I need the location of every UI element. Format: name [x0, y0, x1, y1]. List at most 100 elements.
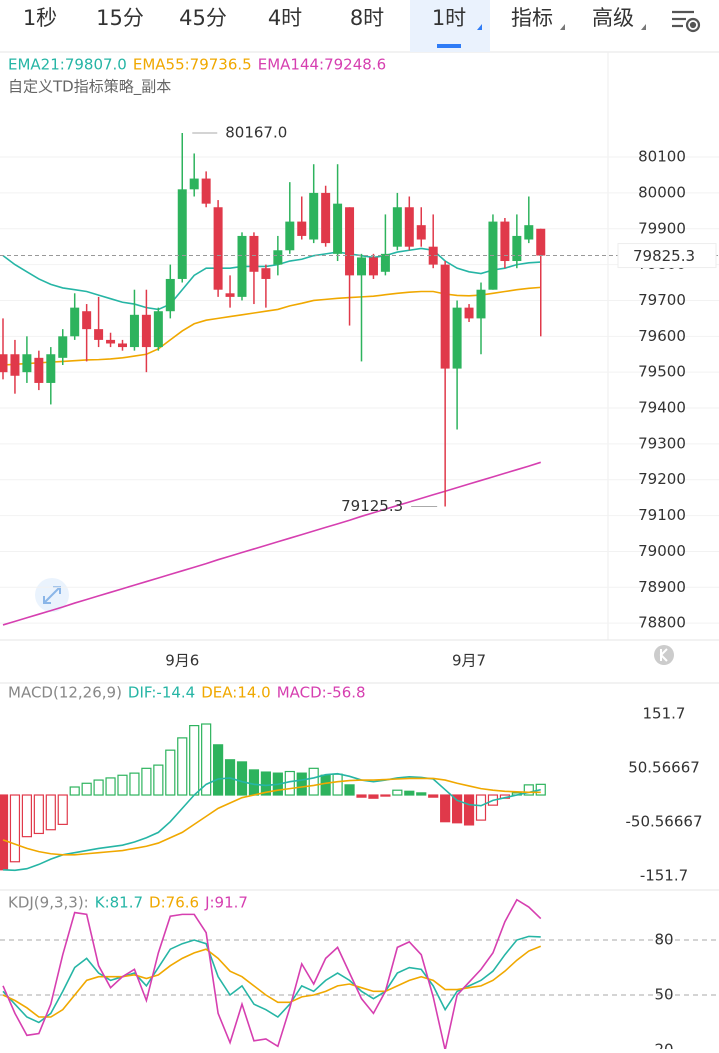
candle-body [129, 314, 139, 348]
candle-body [476, 289, 486, 319]
candle-body [165, 278, 175, 312]
indicator-line [2, 461, 541, 626]
candle-body [404, 207, 414, 247]
macd-bar [463, 794, 475, 826]
indicator-line [2, 772, 541, 872]
y-tick-label: 79300 [638, 434, 686, 452]
tab[interactable]: 高级 [592, 6, 634, 30]
macd-bar [165, 749, 176, 796]
macd-bar [33, 794, 44, 835]
candle-body [201, 178, 211, 204]
tab[interactable]: 1秒 [23, 6, 57, 30]
macd-bar [141, 767, 152, 796]
macd-bar [177, 737, 188, 796]
macd-bar [296, 772, 307, 796]
macd-bar [57, 794, 68, 825]
candle-body [58, 336, 68, 358]
candle-body [392, 207, 402, 247]
tab[interactable]: 指标 [511, 6, 553, 30]
y-tick-label: 79500 [638, 363, 686, 381]
candle-body [321, 192, 331, 244]
candle-body [333, 203, 343, 254]
indicator-label: DIF:-14.4 [128, 684, 195, 702]
candle-body [368, 257, 378, 276]
candle-body [22, 354, 32, 373]
candle-body [118, 343, 127, 348]
y-tick-label: 78800 [638, 614, 686, 632]
macd-bar [416, 792, 427, 796]
candle-body [225, 293, 235, 297]
plot [2, 898, 542, 1050]
k-icon[interactable] [654, 645, 674, 665]
candle-body [94, 329, 104, 340]
tab[interactable]: 15分 [96, 6, 144, 30]
candle-body [153, 311, 163, 348]
macd-bar [129, 772, 140, 796]
macd-bar [404, 790, 415, 796]
macd-bar [440, 794, 451, 823]
dropdown-caret [477, 24, 482, 30]
active-tab-bg [410, 0, 490, 52]
x-tick-label: 9月6 [165, 652, 199, 670]
indicator-label: MACD:-56.8 [277, 684, 366, 702]
tab[interactable]: 4时 [268, 6, 302, 30]
indicator-label: MACD(12,26,9) [8, 684, 122, 702]
candle-body [34, 357, 44, 383]
macd-bar [117, 774, 128, 796]
candle-body [249, 235, 259, 272]
candle-body [0, 354, 8, 373]
y-tick-label: 78900 [638, 578, 686, 596]
y-tick-label: 80100 [638, 148, 686, 166]
annotation: 79125.3 [341, 497, 403, 515]
y-tick-label: 79200 [638, 470, 686, 488]
macd-bar [320, 774, 331, 796]
macd-bar [344, 784, 355, 796]
tab[interactable]: 8时 [350, 6, 384, 30]
candle-body [345, 207, 355, 276]
indicator-label: D:76.6 [149, 894, 199, 912]
candle-body [285, 221, 295, 251]
candle-body [261, 268, 271, 279]
candle-body [416, 225, 426, 240]
candle-body [380, 253, 390, 272]
y-tick-label: 151.7 [643, 705, 686, 723]
y-tick-label: -151.7 [640, 867, 688, 885]
last-price-label: 79825.3 [633, 247, 695, 265]
y-tick-label: -50.56667 [626, 813, 703, 831]
candle-body [297, 221, 307, 236]
macd-bar [45, 794, 56, 831]
y-tick-label: 80000 [638, 183, 686, 201]
candle-body [309, 192, 319, 240]
indicator-label: EMA55:79736.5 [133, 56, 252, 74]
macd-bar [284, 770, 295, 796]
candle-body [536, 228, 546, 256]
macd-bar [93, 779, 104, 796]
macd-bar [0, 794, 9, 871]
macd-bar [308, 767, 319, 796]
macd-bar [236, 761, 248, 796]
y-tick-label: 20 [654, 1041, 673, 1050]
macd-bar [452, 794, 463, 824]
tab[interactable]: 45分 [179, 6, 227, 30]
candle-body [464, 307, 474, 319]
macd-bar [213, 744, 224, 796]
macd-bar [475, 794, 487, 821]
macd-bar [356, 794, 367, 798]
macd-bar [105, 777, 116, 796]
macd-bar [153, 764, 164, 796]
macd-bar [69, 786, 80, 796]
candle-body [237, 235, 247, 297]
subtitle: 自定义TD指标策略_副本 [8, 78, 171, 97]
indicator-line [2, 935, 541, 1024]
settings-icon[interactable] [672, 10, 701, 33]
active-tab-underline [437, 44, 461, 48]
indicator-label: EMA21:79807.0 [8, 56, 127, 74]
macd-bar [368, 794, 379, 799]
tab[interactable]: 1时 [432, 6, 466, 30]
macd-bar [392, 789, 403, 796]
candle-body [70, 307, 80, 337]
y-tick-label: 79000 [638, 542, 686, 560]
candle-body [440, 264, 450, 369]
candle-body [106, 339, 116, 344]
